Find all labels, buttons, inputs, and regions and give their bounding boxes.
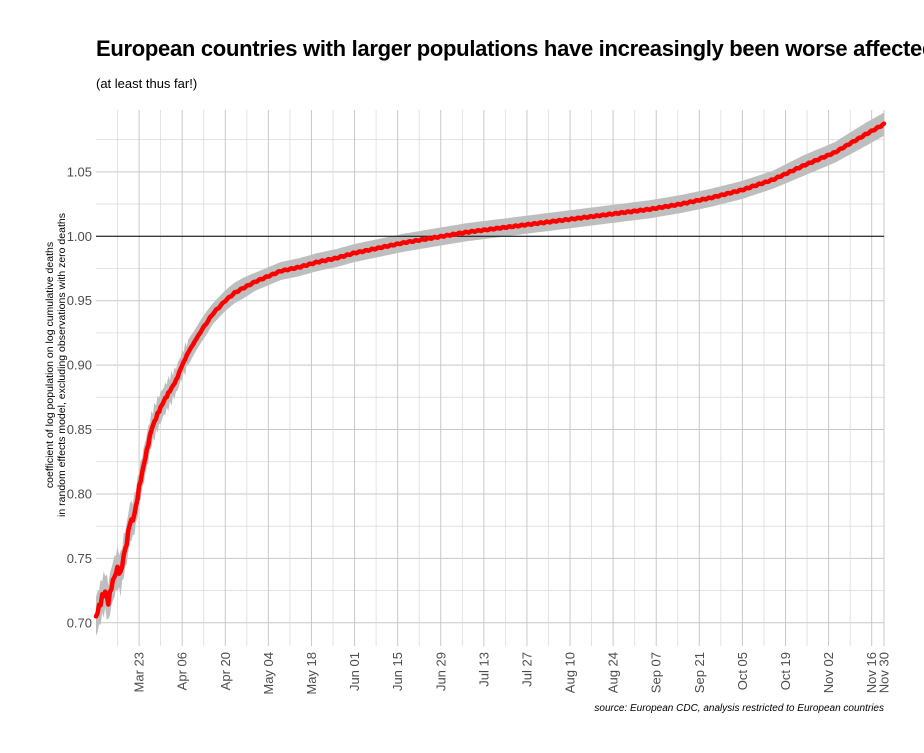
x-tick-label: Jul 27	[519, 652, 534, 687]
confidence-band	[96, 112, 884, 636]
x-tick-label: Nov 02	[821, 652, 836, 693]
series-line	[93, 121, 887, 619]
chart-title: European countries with larger populatio…	[96, 36, 924, 61]
y-axis: 0.70 0.75 0.80 0.85 0.90 0.95 1.00 1.05	[67, 164, 92, 630]
x-tick-label: Aug 10	[563, 652, 578, 693]
y-tick-label: 0.70	[67, 615, 92, 630]
x-tick-label: Jun 29	[433, 652, 448, 691]
x-tick-label: Oct 19	[778, 652, 793, 690]
x-tick-label: Apr 06	[175, 652, 190, 690]
y-axis-label-line-2: in random effects model, excluding obser…	[56, 213, 68, 517]
y-tick-label: 1.05	[67, 164, 92, 179]
chart-caption: source: European CDC, analysis restricte…	[594, 703, 884, 714]
x-tick-label: Aug 24	[606, 652, 621, 693]
x-tick-label: Sep 21	[692, 652, 707, 693]
x-tick-label: Nov 30	[877, 652, 892, 693]
x-tick-label: Jun 15	[390, 652, 405, 691]
x-tick-label: Jun 01	[347, 652, 362, 691]
y-axis-label-line-1: coefficient of log population on log cum…	[44, 242, 56, 488]
y-tick-label: 1.00	[67, 229, 92, 244]
x-tick-label: Mar 23	[132, 652, 147, 692]
y-tick-label: 0.85	[67, 422, 92, 437]
x-tick-label: Jul 13	[476, 652, 491, 687]
y-tick-label: 0.75	[67, 551, 92, 566]
chart-subtitle: (at least thus far!)	[96, 76, 198, 91]
x-axis: Mar 23 Apr 06 Apr 20 May 04 May 18 Jun 01 Jun …	[132, 652, 892, 695]
y-tick-label: 0.90	[67, 358, 92, 373]
x-tick-label: Nov 16	[864, 652, 879, 693]
x-tick-label: May 04	[261, 652, 276, 695]
x-tick-label: May 18	[304, 652, 319, 695]
x-tick-label: Oct 05	[735, 652, 750, 690]
y-tick-label: 0.95	[67, 293, 92, 308]
x-tick-label: Sep 07	[649, 652, 664, 693]
x-tick-label: Apr 20	[218, 652, 233, 690]
y-tick-label: 0.80	[67, 486, 92, 501]
